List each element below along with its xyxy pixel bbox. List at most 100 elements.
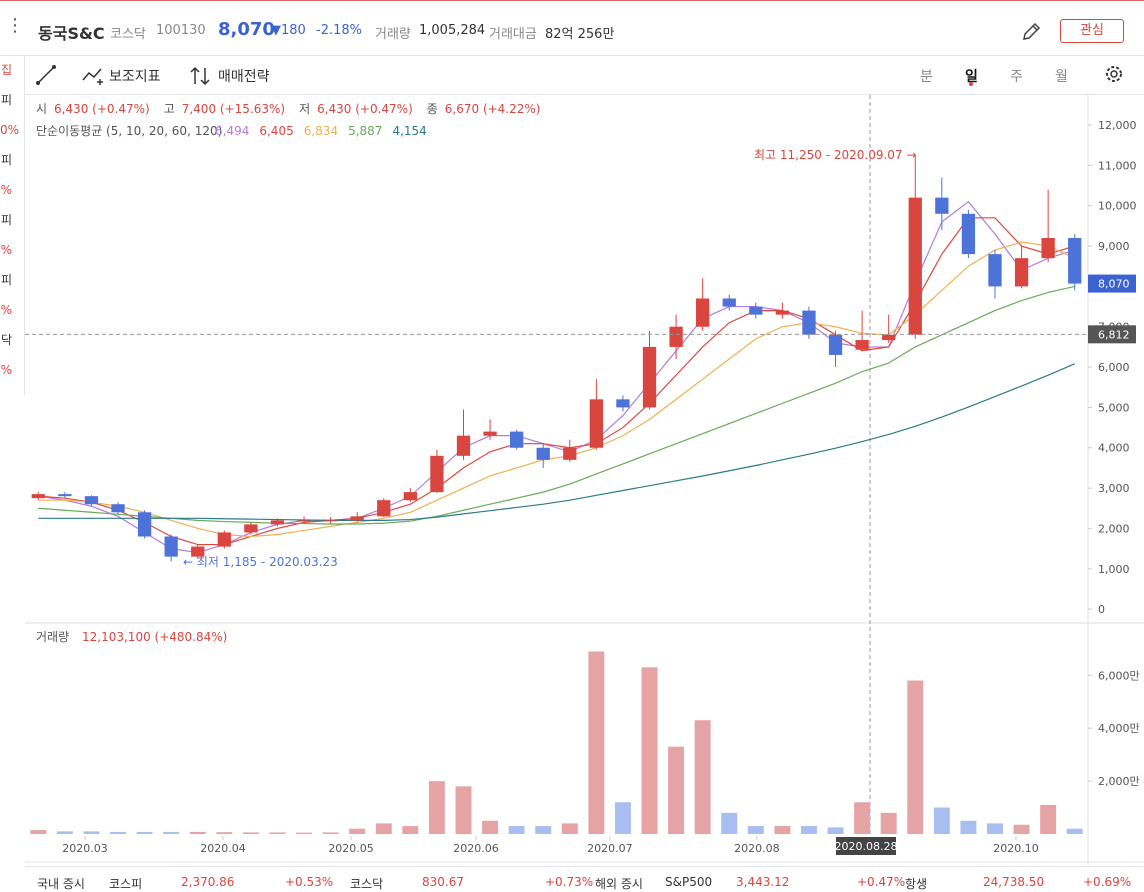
indicators[interactable]: 보조지표 xyxy=(109,69,161,85)
ma-value: 6,494 xyxy=(215,124,249,138)
strategy-icon[interactable] xyxy=(189,64,213,86)
sidebar-item[interactable]: % xyxy=(0,303,12,317)
period-tab[interactable]: 일 xyxy=(965,69,978,85)
crosshair-x-label: 2020.08.28 xyxy=(835,840,898,853)
volume-title: 거래량 xyxy=(36,630,69,644)
volume-value: 12,103,100 (+480.84%) xyxy=(82,630,227,644)
x-tick-label: 2020.03 xyxy=(62,842,108,855)
candle-body xyxy=(1014,258,1029,287)
candle-body xyxy=(111,504,125,513)
period-tab[interactable]: 분 xyxy=(920,69,933,85)
sidebar-item[interactable]: 피 xyxy=(0,153,12,167)
volume-bar xyxy=(428,781,445,834)
sidebar-item[interactable]: 0% xyxy=(0,123,20,137)
x-tick-label: 2020.08 xyxy=(734,842,780,855)
ticker-name: 코스닥 xyxy=(350,877,384,891)
y-tick-label: 11,000 xyxy=(1098,159,1137,172)
settings-icon[interactable] xyxy=(1103,63,1125,85)
candle-body xyxy=(430,455,444,493)
draw-tool[interactable] xyxy=(35,64,57,86)
volume-bar xyxy=(854,802,871,834)
y-tick-label: 3,000 xyxy=(1098,482,1130,495)
candle-body xyxy=(323,520,338,522)
sidebar-item[interactable]: 집 xyxy=(0,63,12,77)
last-price-label: 8,070 xyxy=(1098,278,1130,291)
volume-bar xyxy=(694,720,711,834)
y2-tick-label: 2,000만 xyxy=(1098,775,1140,788)
volume-bar xyxy=(1013,824,1030,834)
y-tick-label: 10,000 xyxy=(1098,200,1137,213)
sidebar-item[interactable]: 닥 xyxy=(0,333,12,347)
volume-bar xyxy=(296,832,313,834)
ticker-group: 국내 증시 xyxy=(37,877,85,891)
market: 코스닥 xyxy=(110,27,146,42)
volume-bar xyxy=(30,830,47,834)
y-tick-label: 2,000 xyxy=(1098,522,1130,535)
volume-bar xyxy=(1066,828,1083,834)
candle-body xyxy=(589,399,604,448)
info-label: 고 xyxy=(164,102,175,116)
y-tick-label: 12,000 xyxy=(1098,119,1137,132)
y2-tick-label: 4,000만 xyxy=(1098,722,1140,735)
change: ▼180 xyxy=(271,23,306,38)
sidebar-item[interactable]: 피 xyxy=(0,213,12,227)
ma-value: 4,154 xyxy=(392,124,426,138)
volume-bar xyxy=(375,823,392,834)
period-tab[interactable]: 월 xyxy=(1055,69,1068,85)
volume-bar xyxy=(614,802,631,834)
edit-icon[interactable] xyxy=(1020,21,1042,43)
sidebar-item[interactable]: % xyxy=(0,183,12,197)
info-label: 저 xyxy=(299,102,310,116)
sidebar-item[interactable]: % xyxy=(0,363,12,377)
strategy[interactable]: 매매전략 xyxy=(218,69,270,85)
price: 8,070 xyxy=(218,19,275,40)
candle-body xyxy=(961,213,976,255)
ticker-change: +0.69% xyxy=(1083,875,1132,889)
x-tick-label: 2020.04 xyxy=(200,842,246,855)
info-value: 6,670 (+4.22%) xyxy=(445,102,541,116)
period-tab[interactable]: 주 xyxy=(1010,69,1023,85)
volume-bar xyxy=(535,826,552,834)
candle-body xyxy=(642,346,657,408)
info-value: 6,430 (+0.47%) xyxy=(317,102,413,116)
candle-body xyxy=(58,494,72,497)
sidebar-item[interactable]: % xyxy=(0,243,12,257)
volume-bar xyxy=(269,832,286,834)
volume-bar xyxy=(987,823,1003,834)
candle-body xyxy=(722,298,736,307)
volume-bar xyxy=(907,680,924,834)
ma-line xyxy=(38,363,1075,521)
candle-body xyxy=(882,334,896,341)
sidebar-item[interactable]: 피 xyxy=(0,273,12,287)
ticker-name: 코스피 xyxy=(109,877,143,891)
ticker-name: 항생 xyxy=(905,877,928,891)
y-tick-label: 5,000 xyxy=(1098,401,1130,414)
fav-button[interactable]: 관심 xyxy=(1060,19,1124,43)
candle-body xyxy=(217,532,231,547)
ma-line xyxy=(38,285,1075,525)
volume-bar xyxy=(163,831,180,834)
crosshair-y-label: 6,812 xyxy=(1098,328,1130,341)
volume-bar xyxy=(136,831,153,834)
volume-bar xyxy=(56,831,73,834)
toolbar: 보조지표 매매전략 분 일 주 월 xyxy=(25,55,1144,95)
menu-dots[interactable]: ⋮ xyxy=(6,15,24,36)
volume-bar xyxy=(189,831,206,834)
chart: 최고 11,250 - 2020.09.07 → ← 최저 1,185 - 20… xyxy=(25,82,1144,865)
info-value: 7,400 (+15.63%) xyxy=(182,102,285,116)
candle-body xyxy=(403,492,417,501)
ticker-change: +0.47% xyxy=(857,875,906,889)
volume-bar xyxy=(668,746,685,834)
candle-body xyxy=(828,334,843,355)
volume-label: 거래량 xyxy=(375,27,411,42)
info-label: 종 xyxy=(427,102,438,116)
candle-body xyxy=(802,310,816,335)
indicator-icon[interactable] xyxy=(81,64,105,86)
sidebar-item[interactable]: 피 xyxy=(0,93,12,107)
ma-title: 단순이동평균 (5, 10, 20, 60, 120) xyxy=(36,124,222,138)
volume-bar xyxy=(800,826,817,834)
high-annotation: 최고 11,250 - 2020.09.07 → xyxy=(754,148,916,162)
y-tick-label: 6,000 xyxy=(1098,361,1130,374)
ma-value: 6,834 xyxy=(304,124,338,138)
